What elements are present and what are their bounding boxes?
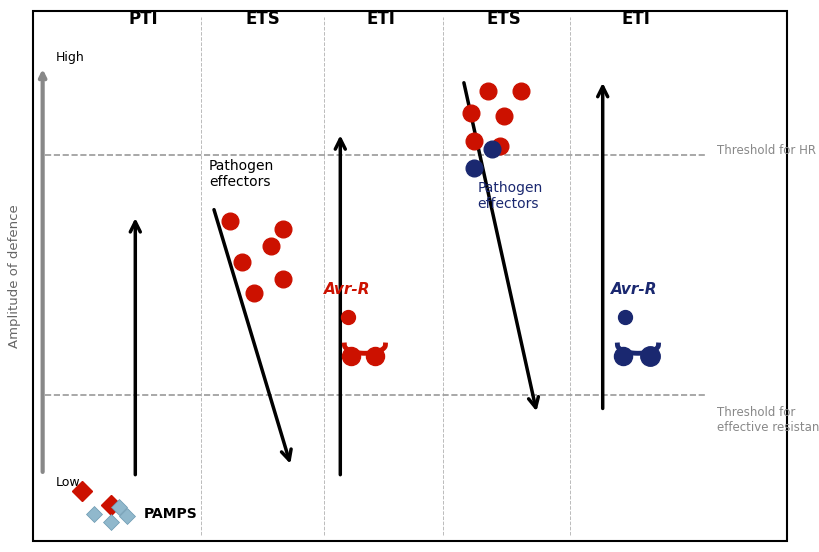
- Text: ETS: ETS: [245, 10, 279, 28]
- Text: High: High: [56, 51, 84, 65]
- Text: ETI: ETI: [620, 10, 649, 28]
- Text: Avr-R: Avr-R: [610, 282, 657, 298]
- Text: Threshold for
effective resistance: Threshold for effective resistance: [717, 406, 819, 433]
- Text: Pathogen
effectors: Pathogen effectors: [209, 159, 274, 189]
- Text: ETI: ETI: [366, 10, 396, 28]
- Text: Low: Low: [56, 476, 80, 490]
- Text: Pathogen
effectors: Pathogen effectors: [477, 181, 542, 211]
- Text: Amplitude of defence: Amplitude of defence: [8, 204, 21, 348]
- Text: ETS: ETS: [486, 10, 521, 28]
- Text: Threshold for HR: Threshold for HR: [717, 144, 816, 157]
- Text: PTI: PTI: [129, 10, 158, 28]
- Text: Avr-R: Avr-R: [324, 282, 370, 298]
- Text: PAMPS: PAMPS: [143, 507, 197, 522]
